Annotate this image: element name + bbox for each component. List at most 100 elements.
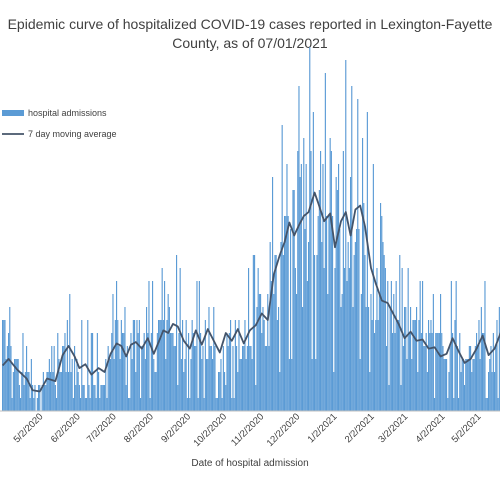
admission-bar xyxy=(90,333,92,411)
admission-bar xyxy=(346,281,348,411)
admission-bar xyxy=(426,372,428,411)
x-tick-label: 10/2/2020 xyxy=(191,411,229,449)
admission-bar xyxy=(280,242,282,411)
admission-bar xyxy=(286,164,288,411)
admission-bar xyxy=(24,372,26,411)
admission-bar xyxy=(33,398,35,411)
admission-bar xyxy=(269,242,271,411)
admission-bar xyxy=(186,398,188,411)
admission-bar xyxy=(374,333,376,411)
admission-bar xyxy=(335,177,337,411)
admission-bar xyxy=(300,164,302,411)
admission-bar xyxy=(419,281,421,411)
admission-bar xyxy=(386,346,388,411)
admission-bar xyxy=(191,320,193,411)
admission-bar xyxy=(359,359,361,411)
admission-bar xyxy=(462,359,464,411)
admission-bar xyxy=(153,359,155,411)
admission-bar xyxy=(377,320,379,411)
admission-bar xyxy=(435,333,437,411)
admission-bar xyxy=(476,333,478,411)
admission-bar xyxy=(168,307,170,411)
admission-bar xyxy=(458,398,460,411)
admission-bar xyxy=(225,385,227,411)
admission-bar xyxy=(183,372,185,411)
admission-bar xyxy=(53,346,55,411)
admission-bar xyxy=(384,268,386,411)
admission-bar xyxy=(146,307,148,411)
admission-bar xyxy=(358,229,360,411)
admission-bar xyxy=(327,294,329,411)
admission-bar xyxy=(296,294,298,411)
admission-bar xyxy=(471,372,473,411)
admission-bar xyxy=(107,346,109,411)
admission-bar xyxy=(226,333,228,411)
admission-bar xyxy=(92,333,94,411)
admission-bar xyxy=(315,359,317,411)
admission-bar xyxy=(160,320,162,411)
admission-bar xyxy=(412,320,414,411)
admission-bar xyxy=(44,385,46,411)
admission-bar xyxy=(192,333,194,411)
admission-bar xyxy=(268,346,270,411)
admission-bar xyxy=(244,320,246,411)
admission-bar xyxy=(317,216,319,411)
admission-bar xyxy=(143,333,145,411)
admission-bar xyxy=(288,359,290,411)
admission-bar xyxy=(405,307,407,411)
admission-bar xyxy=(459,333,461,411)
admission-bar xyxy=(148,281,150,411)
admission-bar xyxy=(180,359,182,411)
admission-bar xyxy=(440,294,442,411)
admission-bar xyxy=(69,294,71,411)
admission-bar xyxy=(119,359,121,411)
admission-bar xyxy=(258,294,260,411)
admission-bar xyxy=(399,255,401,411)
admission-bar xyxy=(417,372,419,411)
admission-bar xyxy=(214,346,216,411)
admission-bar xyxy=(131,359,133,411)
admission-bar xyxy=(111,333,113,411)
admission-bar xyxy=(478,320,480,411)
admission-bar xyxy=(473,359,475,411)
admission-bar xyxy=(6,346,8,411)
admission-bar xyxy=(467,359,469,411)
admission-bar xyxy=(154,372,156,411)
admission-bar xyxy=(375,320,377,411)
admission-bar xyxy=(201,359,203,411)
x-tick-label: 12/2/2020 xyxy=(265,411,303,449)
admission-bar xyxy=(20,398,22,411)
admission-bar xyxy=(413,320,415,411)
admission-bar xyxy=(72,398,74,411)
admission-bar xyxy=(252,255,254,411)
legend-line-label: 7 day moving average xyxy=(28,129,117,139)
admission-bar xyxy=(454,320,456,411)
admission-bar xyxy=(251,359,253,411)
admission-bar xyxy=(219,372,221,411)
legend-bar-swatch xyxy=(2,110,24,116)
admission-bar xyxy=(264,346,266,411)
admission-bar xyxy=(15,359,17,411)
admission-bar xyxy=(297,151,299,411)
admission-bar xyxy=(420,333,422,411)
admission-bar xyxy=(448,372,450,411)
admission-bar xyxy=(422,281,424,411)
legend: hospital admissions 7 day moving average xyxy=(2,108,117,139)
admission-bar xyxy=(401,268,403,411)
admission-bar xyxy=(334,268,336,411)
admission-bar xyxy=(246,346,248,411)
admission-bar xyxy=(407,268,409,411)
admission-bar xyxy=(311,359,313,411)
admission-bar xyxy=(326,216,328,411)
admission-bar xyxy=(496,320,498,411)
x-tick-label: 8/2/2020 xyxy=(122,411,156,445)
admission-bar xyxy=(470,346,472,411)
admission-bar xyxy=(274,255,276,411)
admission-bar xyxy=(393,294,395,411)
admission-bar xyxy=(84,398,86,411)
admission-bar xyxy=(95,398,97,411)
admission-bar xyxy=(150,333,152,411)
admission-bar xyxy=(394,333,396,411)
admission-bar xyxy=(255,385,257,411)
admission-bar xyxy=(380,203,382,411)
